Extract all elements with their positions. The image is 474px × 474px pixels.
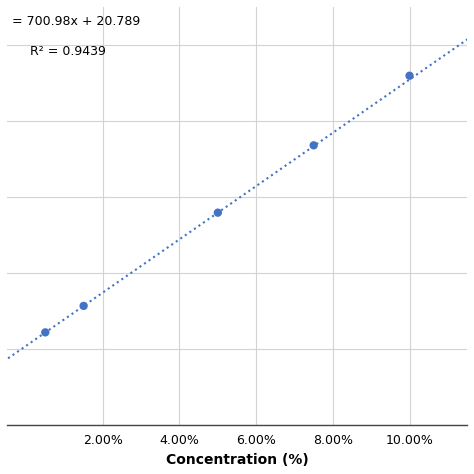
X-axis label: Concentration (%): Concentration (%) — [165, 453, 309, 467]
Text: R² = 0.9439: R² = 0.9439 — [30, 45, 106, 57]
Point — [214, 209, 222, 217]
Text: = 700.98x + 20.789: = 700.98x + 20.789 — [11, 15, 140, 28]
Point — [406, 72, 413, 80]
Point — [310, 142, 318, 149]
Point — [42, 328, 49, 336]
Point — [80, 302, 87, 310]
